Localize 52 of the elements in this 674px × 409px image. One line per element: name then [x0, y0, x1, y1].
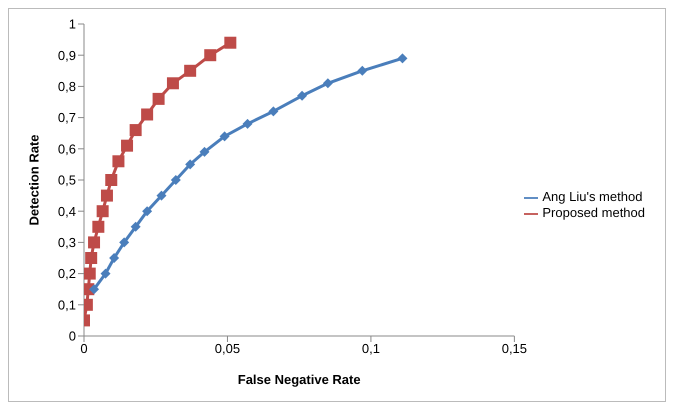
point	[84, 268, 96, 280]
point	[224, 36, 236, 49]
point	[112, 155, 124, 168]
point	[100, 268, 111, 279]
point	[109, 253, 120, 263]
point	[166, 77, 179, 90]
y-tick-label: 0,7	[58, 110, 76, 126]
point	[121, 140, 134, 152]
point	[92, 220, 104, 233]
point	[119, 237, 130, 248]
x-tick-label: 0,05	[214, 341, 240, 356]
point	[89, 284, 100, 294]
y-axis-title: Detection Rate	[26, 134, 42, 226]
point	[185, 159, 196, 170]
point	[220, 131, 230, 142]
point	[170, 175, 181, 185]
legend-label: Ang Liu's method	[542, 189, 642, 204]
point	[100, 190, 113, 202]
point	[130, 222, 141, 232]
point	[130, 124, 142, 136]
x-tick-label: 0,1	[362, 341, 380, 356]
legend-label: Proposed method	[542, 205, 645, 220]
y-tick-label: 0,2	[58, 266, 76, 282]
point	[357, 66, 368, 76]
x-axis-title: False Negative Rate	[238, 372, 361, 387]
y-tick-label: 0	[68, 328, 76, 344]
point	[142, 206, 152, 216]
point	[105, 174, 118, 186]
point	[85, 252, 98, 264]
point	[397, 53, 408, 64]
y-tick-label: 0,3	[58, 235, 76, 250]
point	[242, 118, 253, 129]
point	[204, 49, 216, 62]
point	[200, 146, 210, 157]
y-tick-label: 0,5	[58, 172, 76, 188]
point	[184, 64, 196, 77]
x-tick-label: 0	[80, 341, 88, 356]
point	[297, 90, 308, 101]
point	[268, 106, 278, 116]
y-tick-label: 1	[68, 16, 76, 32]
y-tick-label: 0,1	[58, 297, 76, 312]
point	[88, 236, 100, 248]
point	[322, 78, 333, 88]
y-tick-label: 0,9	[58, 48, 76, 63]
point	[152, 92, 165, 105]
y-tick-label: 0,4	[58, 204, 76, 219]
point	[96, 205, 109, 218]
point	[156, 190, 166, 201]
x-tick-label: 0,15	[502, 341, 528, 356]
y-tick-label: 0,6	[58, 141, 76, 156]
point	[141, 108, 154, 120]
y-tick-label: 0,8	[58, 79, 76, 94]
